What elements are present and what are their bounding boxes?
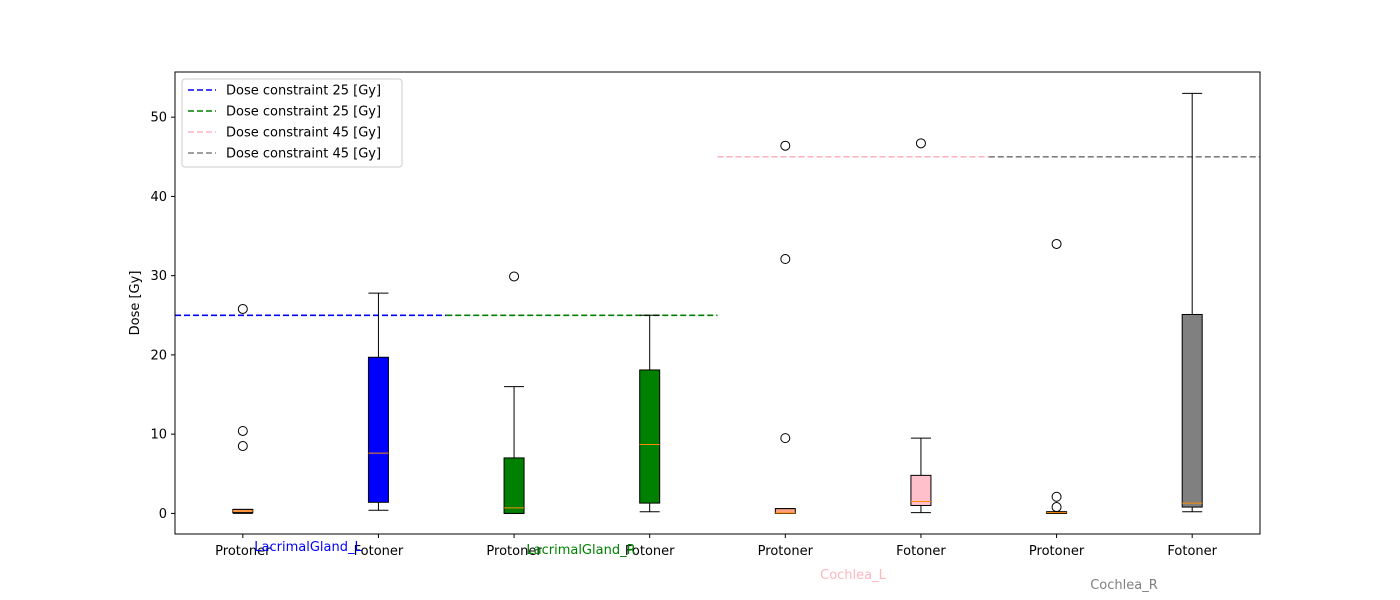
x-axis-ticks: Protoner Fotoner Protoner Fotoner Protoner Fo… bbox=[215, 534, 1218, 559]
chart-marks bbox=[175, 92, 1260, 514]
outlier-point bbox=[780, 433, 791, 444]
box-body bbox=[639, 369, 661, 504]
x-tick-label: Fotoner bbox=[896, 544, 946, 559]
chart-axes: 0 10 20 30 40 50 Protoner Fotoner Protoner Foton… bbox=[128, 71, 1261, 559]
x-tick-label: Protoner bbox=[215, 544, 271, 559]
outlier-point bbox=[237, 441, 248, 452]
outlier-point bbox=[1051, 502, 1062, 513]
group-label: LacrimalGland_R bbox=[526, 543, 635, 558]
plot-frame bbox=[174, 71, 1261, 535]
group-label: Cochlea_L bbox=[820, 568, 886, 583]
box-4 bbox=[774, 140, 796, 514]
x-tick-label: Protoner bbox=[1029, 544, 1085, 559]
outlier-point bbox=[1051, 491, 1062, 502]
y-axis-label: Dose [Gy] bbox=[128, 271, 143, 336]
legend-label: Dose constraint 45 [Gy] bbox=[226, 147, 381, 162]
legend: Dose constraint 25 [Gy] Dose constraint 2… bbox=[181, 78, 403, 168]
x-tick-label: Fotoner bbox=[1167, 544, 1217, 559]
box-body bbox=[367, 356, 389, 503]
box-body bbox=[503, 457, 525, 514]
y-tick-label: 30 bbox=[150, 269, 167, 284]
outlier-point bbox=[237, 303, 248, 314]
outlier-point bbox=[780, 254, 791, 265]
legend-label: Dose constraint 25 [Gy] bbox=[226, 84, 381, 99]
box-body bbox=[910, 474, 932, 506]
outlier-point bbox=[780, 140, 791, 151]
legend-label: Dose constraint 45 [Gy] bbox=[226, 126, 381, 141]
x-tick-label: Fotoner bbox=[354, 544, 404, 559]
box-3 bbox=[639, 314, 661, 513]
y-tick-label: 20 bbox=[150, 348, 167, 363]
box-body bbox=[1181, 313, 1203, 508]
box-7 bbox=[1181, 92, 1203, 513]
box-5 bbox=[910, 138, 932, 514]
y-tick-label: 10 bbox=[150, 428, 167, 443]
group-label: LacrimalGland_L bbox=[254, 540, 362, 555]
y-tick-label: 50 bbox=[150, 111, 167, 126]
x-tick-label: Protoner bbox=[486, 544, 542, 559]
y-tick-label: 0 bbox=[159, 507, 167, 522]
y-axis-ticks: 0 10 20 30 40 50 bbox=[150, 111, 175, 522]
outlier-point bbox=[1051, 238, 1062, 249]
legend-label: Dose constraint 25 [Gy] bbox=[226, 105, 381, 120]
group-label: Cochlea_R bbox=[1090, 578, 1158, 593]
box-6 bbox=[1046, 238, 1068, 514]
x-tick-label: Protoner bbox=[758, 544, 814, 559]
outlier-point bbox=[509, 271, 520, 282]
box-2 bbox=[503, 271, 525, 514]
outlier-point bbox=[915, 138, 926, 149]
y-tick-label: 40 bbox=[150, 190, 167, 205]
x-tick-label: Fotoner bbox=[625, 544, 675, 559]
box-0 bbox=[232, 303, 254, 514]
outlier-point bbox=[237, 425, 248, 436]
group-labels: LacrimalGland_L LacrimalGland_R Cochlea_L C… bbox=[254, 540, 1157, 593]
box-1 bbox=[367, 292, 389, 511]
legend-box bbox=[181, 78, 403, 168]
